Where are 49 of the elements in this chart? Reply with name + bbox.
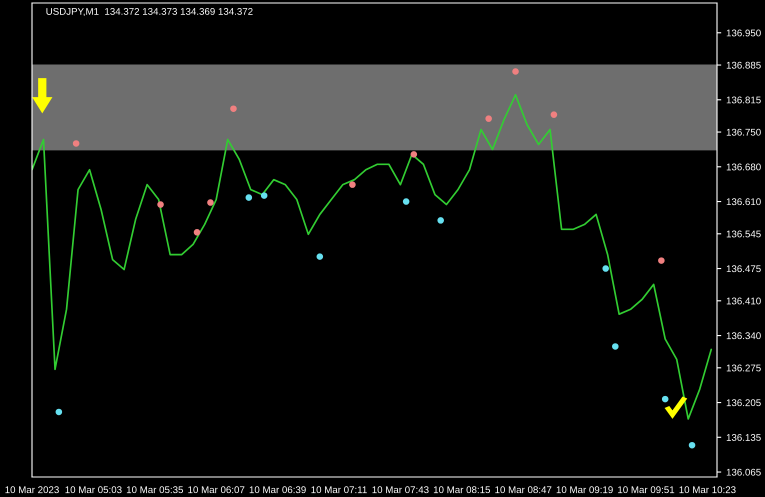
point	[157, 201, 164, 208]
point	[260, 192, 268, 199]
line-series	[32, 94, 712, 420]
y-tick-label: 136.135	[726, 434, 761, 441]
x-tick-label: 10 Mar 05:03	[66, 486, 122, 494]
point	[246, 194, 252, 201]
point	[485, 115, 492, 122]
x-tick-label: 10 Mar 08:47	[495, 486, 552, 494]
x-tick-label: 10 Mar 10:23	[680, 486, 736, 494]
point	[550, 111, 558, 118]
y-tick-label: 136.815	[726, 96, 761, 104]
x-tick-label: 10 Mar 07:43	[372, 486, 429, 494]
point	[194, 229, 200, 236]
point	[612, 343, 619, 350]
y-tick-label: 136.680	[726, 164, 761, 170]
y-tick-label: 136.065	[726, 468, 761, 476]
point	[230, 105, 237, 112]
x-tick-label: 10 Mar 06:39	[250, 486, 306, 494]
x-tick-label: 10 Mar 06:07	[188, 486, 244, 494]
point	[56, 408, 62, 416]
y-tick-label: 136.545	[726, 230, 761, 238]
point	[349, 181, 356, 188]
y-tick-label: 136.410	[726, 298, 761, 304]
y-tick-label: 136.475	[726, 265, 761, 272]
point	[658, 257, 665, 264]
y-tick-label: 136.610	[726, 198, 761, 206]
x-tick-label: 10 Mar 09:51	[618, 486, 674, 494]
point	[437, 217, 444, 224]
point	[316, 253, 324, 260]
y-tick-label: 136.750	[726, 128, 761, 136]
point	[688, 442, 696, 448]
point	[602, 265, 609, 272]
y-tick-label: 136.275	[726, 364, 761, 372]
point	[402, 198, 410, 205]
x-tick-label: 10 Mar 08:15	[434, 486, 490, 494]
x-tick-label: 10 Mar 05:35	[126, 486, 184, 494]
y-tick-label: 136.340	[726, 332, 761, 340]
point	[662, 396, 668, 402]
x-tick-label: 10 Mar 07:11	[311, 486, 367, 494]
x-tick-label: 10 Mar 2023	[5, 486, 59, 494]
point	[207, 199, 214, 206]
y-tick-label: 136.205	[726, 399, 761, 406]
chart-title: USDJPY,M1 134.372 134.373 134.369 134.372	[46, 8, 253, 16]
y-tick-label: 136.885	[726, 62, 761, 69]
x-tick-label: 10 Mar 09:19	[556, 486, 613, 494]
point	[72, 140, 80, 147]
y-tick-label: 136.950	[726, 30, 761, 36]
point	[512, 68, 519, 75]
point	[410, 151, 418, 158]
